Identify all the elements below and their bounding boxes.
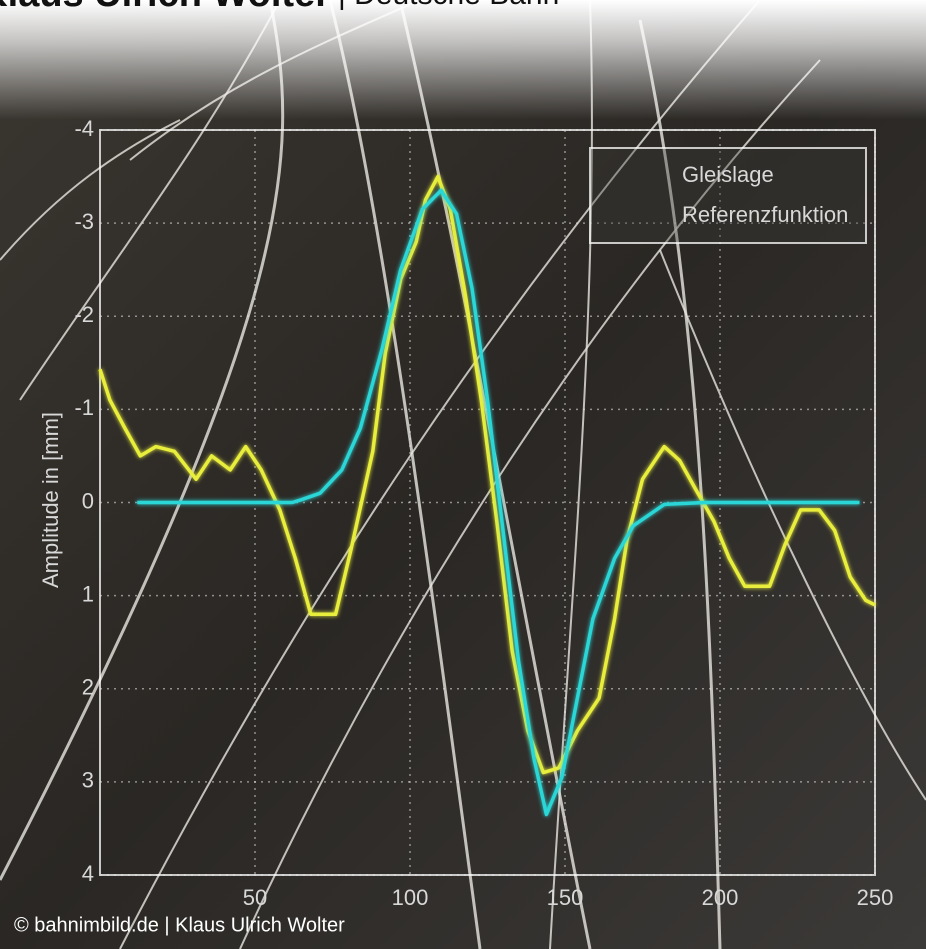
y-tick-label: -4: [74, 116, 94, 141]
x-tick-label: 100: [392, 885, 429, 910]
header-author: Klaus Ulrich Wolter: [0, 0, 330, 15]
legend-label: Gleislage: [682, 162, 774, 187]
x-tick-label: 150: [547, 885, 584, 910]
y-tick-label: 1: [82, 581, 94, 606]
y-tick-label: 0: [82, 488, 94, 513]
y-axis-label: Amplitude in [mm]: [38, 412, 63, 588]
x-tick-label: 250: [857, 885, 894, 910]
legend: [589, 147, 867, 244]
header-organization: | Deutsche Bahn: [338, 0, 559, 11]
legend-label: Referenzfunktion: [682, 202, 848, 227]
x-tick-label: 50: [243, 885, 267, 910]
series-line: [137, 188, 860, 817]
y-tick-label: -1: [74, 395, 94, 420]
y-tick-label: 4: [82, 861, 94, 886]
y-tick-label: 2: [82, 675, 94, 700]
y-tick-label: 3: [82, 768, 94, 793]
footer-credit: © bahnimbild.de | Klaus Ulrich Wolter: [14, 914, 345, 936]
y-tick-label: -2: [74, 302, 94, 327]
y-tick-label: -3: [74, 209, 94, 234]
series-line: [98, 174, 876, 775]
plot-area: -4 -3 -2 -1 0 1 2 3 4 50 100 150 200 250: [74, 116, 893, 910]
x-tick-label: 200: [702, 885, 739, 910]
